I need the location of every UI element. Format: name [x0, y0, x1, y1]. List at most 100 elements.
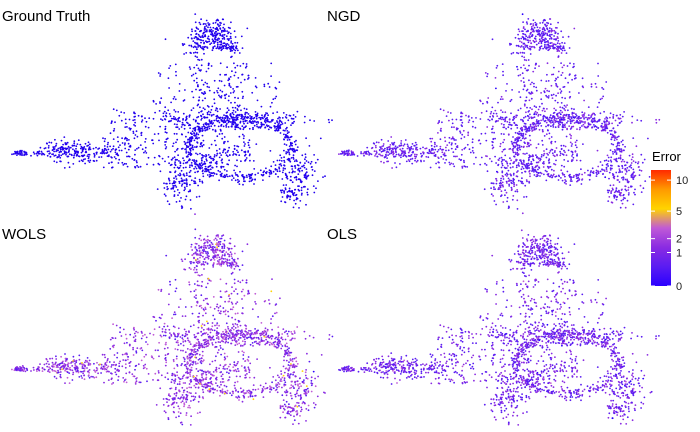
scatter-point: [400, 140, 403, 142]
scatter-point: [216, 39, 219, 42]
scatter-point: [499, 116, 502, 119]
scatter-point: [222, 175, 225, 178]
scatter-point: [199, 152, 201, 155]
scatter-point: [219, 27, 222, 30]
scatter-point: [511, 198, 514, 201]
scatter-point: [120, 111, 123, 113]
scatter-point: [638, 174, 641, 177]
scatter-point: [516, 154, 519, 157]
scatter-point: [471, 141, 474, 144]
scatter-point: [394, 162, 396, 164]
scatter-point: [540, 155, 543, 158]
scatter-point: [244, 66, 247, 69]
scatter-point: [486, 101, 489, 104]
scatter-point: [520, 160, 522, 163]
scatter-point: [494, 188, 496, 191]
scatter-point: [200, 127, 202, 130]
scatter-point: [491, 38, 494, 41]
scatter-point: [281, 123, 284, 125]
scatter-point: [295, 139, 297, 142]
scatter-point: [209, 173, 211, 176]
scatter-point: [247, 336, 250, 339]
scatter-point: [221, 132, 224, 135]
scatter-point: [200, 64, 203, 67]
scatter-point: [494, 120, 497, 123]
scatter-point: [536, 30, 539, 33]
scatter-point: [196, 258, 199, 260]
scatter-point: [77, 151, 79, 154]
scatter-point: [506, 200, 508, 203]
scatter-point: [531, 163, 533, 165]
scatter-point: [127, 142, 130, 145]
scatter-point: [616, 138, 618, 141]
scatter-point: [619, 193, 622, 195]
scatter-point: [11, 153, 13, 156]
scatter-point: [290, 190, 293, 193]
scatter-point: [197, 133, 200, 136]
scatter-point: [524, 165, 527, 167]
scatter-point: [217, 87, 220, 90]
scatter-point: [175, 178, 178, 180]
scatter-point: [567, 115, 570, 118]
scatter-point: [140, 115, 143, 118]
scatter-point: [301, 192, 303, 195]
scatter-point: [193, 160, 196, 163]
scatter-point: [298, 207, 300, 209]
scatter-point: [568, 174, 571, 176]
scatter-point: [193, 266, 196, 269]
scatter-point: [109, 150, 112, 153]
scatter-point: [553, 155, 556, 158]
scatter-point: [387, 140, 390, 142]
scatter-point: [263, 120, 266, 123]
scatter-point: [190, 306, 193, 308]
scatter-point: [179, 164, 182, 167]
scatter-point: [191, 30, 194, 33]
scatter-point: [222, 260, 224, 263]
scatter-point: [95, 146, 97, 149]
scatter-point: [356, 155, 359, 157]
scatter-point: [235, 116, 238, 118]
scatter-point: [21, 154, 23, 157]
scatter-point: [196, 137, 199, 140]
scatter-point: [174, 175, 177, 178]
scatter-point: [546, 165, 549, 168]
scatter-point: [375, 152, 378, 154]
scatter-point: [595, 128, 597, 131]
scatter-point: [564, 151, 566, 154]
scatter-point: [451, 118, 454, 121]
scatter-point: [175, 70, 177, 73]
scatter-point: [518, 133, 520, 136]
scatter-point: [632, 178, 635, 181]
scatter-point: [506, 175, 508, 177]
scatter-point: [225, 93, 228, 96]
scatter-point: [531, 33, 534, 36]
scatter-point: [16, 154, 18, 157]
scatter-point: [294, 167, 297, 169]
scatter-point: [207, 62, 210, 65]
scatter-point: [79, 143, 82, 146]
scatter-point: [500, 190, 503, 193]
scatter-point: [364, 151, 367, 153]
scatter-point: [189, 51, 192, 54]
scatter-point: [165, 146, 168, 148]
scatter-point: [290, 157, 293, 159]
scatter-point: [233, 282, 236, 285]
scatter-point: [248, 139, 251, 142]
scatter-point: [170, 101, 173, 104]
scatter-point: [566, 128, 568, 131]
scatter-point: [237, 105, 240, 108]
scatter-point: [556, 115, 559, 117]
scatter-point: [455, 146, 458, 148]
scatter-point: [439, 145, 442, 148]
scatter-point: [226, 151, 229, 153]
scatter-point: [276, 121, 279, 124]
scatter-point: [207, 35, 210, 38]
scatter-point: [479, 118, 482, 120]
scatter-point: [181, 260, 184, 262]
scatter-point: [416, 159, 419, 162]
scatter-point: [471, 150, 474, 152]
scatter-point: [181, 121, 184, 124]
scatter-point: [300, 189, 303, 192]
scatter-point: [201, 181, 204, 184]
scatter-point: [324, 175, 326, 178]
